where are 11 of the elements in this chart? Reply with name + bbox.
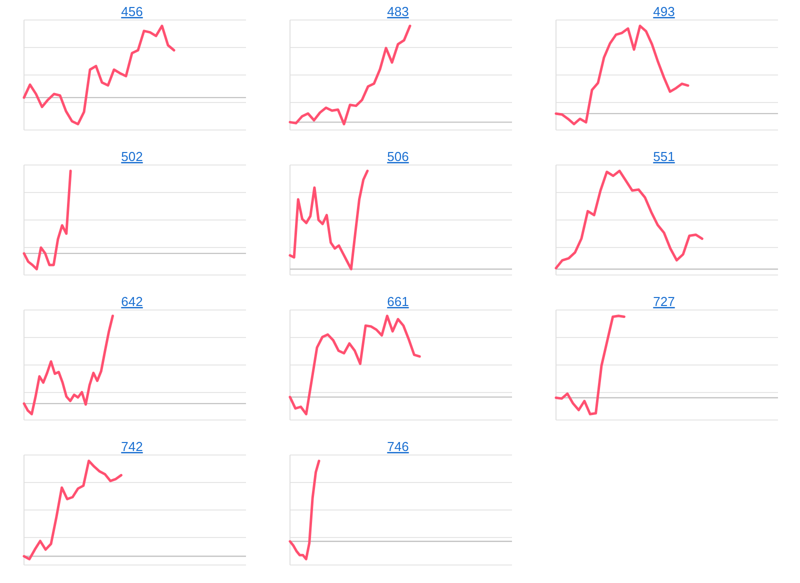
chart-title: 506 <box>387 149 409 164</box>
chart-title: 483 <box>387 4 409 19</box>
chart-title: 742 <box>121 439 143 454</box>
chart-title: 551 <box>653 149 675 164</box>
chart-title: 746 <box>387 439 409 454</box>
chart-title: 661 <box>387 294 409 309</box>
chart-title: 502 <box>121 149 143 164</box>
chart-title: 642 <box>121 294 143 309</box>
chart-title: 493 <box>653 4 675 19</box>
chart-title: 727 <box>653 294 675 309</box>
chart-title: 456 <box>121 4 143 19</box>
